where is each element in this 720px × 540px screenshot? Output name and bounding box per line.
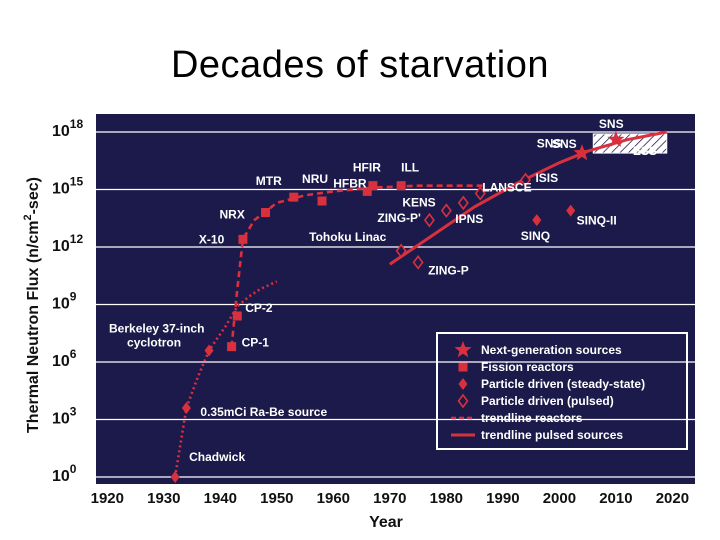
- y-axis-label: Thermal Neutron Flux (n/cm2-sec): [22, 177, 42, 433]
- y-tick-label: 1012: [52, 232, 83, 255]
- marker-zing-p: [412, 254, 424, 270]
- marker-point: [607, 130, 625, 147]
- marker-ipns: [457, 195, 469, 211]
- legend-symbol-star: [454, 341, 472, 358]
- marker-hfir: [368, 181, 378, 191]
- trendline-reactors: [173, 280, 278, 478]
- marker-x-10: [238, 234, 248, 244]
- point-label: SNS: [552, 137, 577, 151]
- point-label: ISIS: [535, 171, 558, 185]
- point-label: X-10: [199, 232, 225, 246]
- marker-hfbr: [362, 186, 372, 196]
- marker-isis: [519, 172, 531, 188]
- marker-kens: [440, 203, 452, 218]
- y-tick-label: 103: [52, 405, 77, 428]
- point-label: LANSCE: [482, 180, 531, 194]
- legend-box: [436, 332, 688, 450]
- y-axis-label-prefix: Thermal Neutron Flux (n/cm: [25, 221, 42, 433]
- annotation-sns: SNS: [599, 117, 624, 131]
- point-label: Tohoku Linac: [309, 230, 386, 244]
- legend-symbol-diamond-open: [457, 393, 469, 409]
- y-tick-label: 1015: [52, 175, 83, 198]
- point-label: HFIR: [353, 161, 381, 175]
- point-label: ILL: [401, 161, 419, 175]
- annotation-sns: SNS: [537, 136, 562, 150]
- marker-sns: [573, 144, 591, 161]
- marker-nru: [317, 196, 327, 206]
- x-tick-label: 2000: [543, 490, 576, 507]
- point-label: SINQ: [521, 229, 550, 243]
- marker-lansce: [474, 185, 486, 201]
- y-axis-label-sup: 2: [22, 214, 34, 220]
- marker-nrx: [261, 208, 271, 217]
- marker-0-35mci-ra-be-source: [181, 402, 191, 414]
- point-label: IPNS: [455, 212, 483, 226]
- marker-mtr: [289, 192, 299, 202]
- point-label: CP-2: [245, 301, 273, 315]
- annotation-ess: ESS: [633, 144, 657, 158]
- x-tick-label: 1990: [486, 490, 519, 507]
- point-label: 0.35mCi Ra-Be source: [200, 405, 327, 419]
- marker-zing-p-: [423, 212, 435, 228]
- x-tick-label: 2020: [656, 490, 689, 507]
- marker-sinq-ii: [566, 204, 576, 217]
- marker-ill: [396, 181, 406, 191]
- point-label: KENS: [402, 196, 435, 210]
- legend-label: Particle driven (pulsed): [481, 394, 614, 408]
- point-label: HFBR: [333, 176, 367, 190]
- y-tick-label: 100: [52, 462, 77, 485]
- x-tick-label: 1950: [260, 490, 293, 507]
- x-tick-label: 1980: [430, 490, 463, 507]
- x-tick-label: 1940: [204, 490, 237, 507]
- legend-label: trendline reactors: [481, 411, 583, 425]
- point-label: ZING-P: [428, 263, 469, 277]
- legend-label: Particle driven (steady-state): [481, 377, 645, 391]
- legend-symbol-diamond: [458, 378, 468, 390]
- marker-berkeley-37-inch-cyclotron: [204, 344, 214, 357]
- marker-sinq: [532, 214, 542, 227]
- point-label: NRU: [302, 172, 328, 186]
- x-axis-label: Year: [369, 514, 403, 531]
- point-label: Chadwick: [189, 450, 245, 464]
- x-tick-label: 1920: [91, 490, 124, 507]
- x-tick-label: 1930: [147, 490, 180, 507]
- y-tick-label: 1018: [52, 117, 83, 140]
- y-axis-label-suffix: -sec): [25, 177, 42, 214]
- marker-tohoku-linac: [395, 243, 407, 259]
- legend-symbol-square: [458, 362, 468, 372]
- x-tick-label: 2010: [599, 490, 632, 507]
- point-label: SINQ-II: [577, 214, 617, 228]
- point-label: ZING-P': [377, 211, 421, 225]
- legend-label: Next-generation sources: [481, 343, 622, 357]
- plot-area: [96, 114, 695, 484]
- y-tick-label: 106: [52, 347, 77, 370]
- marker-cp-2: [232, 311, 242, 321]
- y-tick-label: 109: [52, 290, 77, 313]
- point-label: Berkeley 37-inch cyclotron: [109, 322, 204, 350]
- marker-chadwick: [170, 471, 180, 483]
- x-tick-label: 1970: [373, 490, 406, 507]
- point-label: CP-1: [242, 336, 270, 350]
- point-label: MTR: [256, 174, 282, 188]
- point-label: NRX: [220, 208, 245, 222]
- legend-label: Fission reactors: [481, 360, 574, 374]
- slide-title: Decades of starvation: [170, 44, 550, 86]
- trendline-pulsed: [388, 130, 667, 266]
- x-tick-label: 1960: [317, 490, 350, 507]
- legend-label: trendline pulsed sources: [481, 428, 623, 442]
- marker-cp-1: [227, 342, 237, 352]
